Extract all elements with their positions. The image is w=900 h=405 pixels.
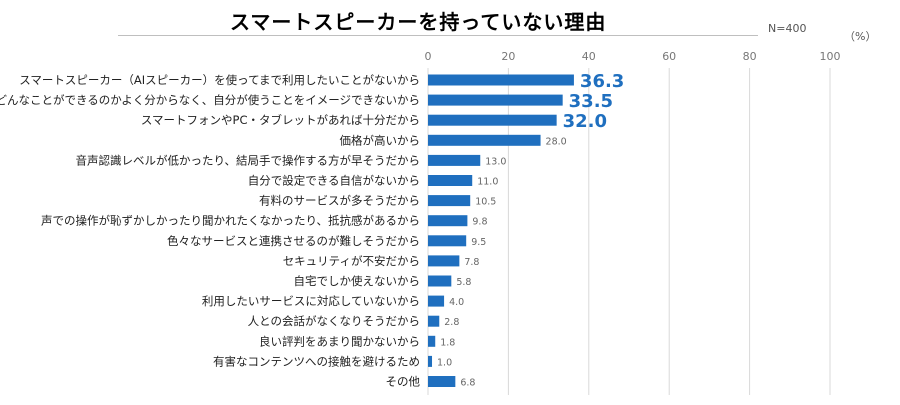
category-label: 有料のサービスが多そうだから	[259, 194, 420, 208]
bar	[428, 235, 467, 247]
bar	[428, 355, 433, 367]
bar	[428, 94, 563, 106]
value-label: 9.8	[472, 217, 487, 228]
category-label: スマートフォンやPC・タブレットがあれば十分だから	[141, 113, 420, 127]
bar	[428, 315, 440, 327]
value-label: 1.0	[437, 357, 452, 368]
category-label: 良い評判をあまり聞かないから	[259, 334, 420, 348]
value-label: 33.5	[569, 91, 613, 112]
value-labels: 36.333.532.0 28.0 13.0 11.0 10.5 9.8 9.5 7.8 5.8…	[437, 71, 624, 389]
sample-size-note: N=400	[768, 22, 807, 35]
chart-title: スマートスピーカーを持っていない理由	[230, 10, 607, 34]
category-labels: スマートスピーカー（AIスピーカー）を使ってまで利用したいことがないからどんなこ…	[0, 73, 420, 389]
x-tick-label: 60	[662, 50, 676, 63]
bar	[428, 195, 471, 207]
bar	[428, 376, 456, 387]
category-label: セキュリティが不安だから	[283, 254, 420, 268]
bar	[428, 255, 460, 267]
category-label: 自分で設定できる自信がないから	[248, 174, 420, 188]
value-label: 36.3	[580, 71, 624, 92]
value-label: 5.8	[456, 277, 471, 288]
value-label: 13.0	[485, 156, 506, 167]
category-label: その他	[386, 375, 421, 389]
bar	[428, 275, 452, 287]
value-label: 9.5	[471, 237, 486, 248]
category-label: 自宅でしか使えないから	[294, 274, 421, 288]
value-label: 7.8	[464, 257, 479, 268]
category-label: 有害なコンテンツへの接触を避けるため	[213, 354, 420, 368]
category-label: どんなことができるのかよく分からなく、自分が使うことをイメージできないから	[0, 93, 420, 107]
value-label: 32.0	[563, 111, 607, 132]
bar	[428, 335, 436, 347]
bar	[428, 175, 473, 186]
unit-label: （%）	[844, 30, 877, 43]
category-label: 利用したいサービスに対応していないから	[202, 294, 420, 308]
bar	[428, 215, 468, 227]
bar	[428, 154, 481, 166]
value-label: 10.5	[475, 197, 496, 208]
bar	[428, 114, 557, 126]
category-label: 声での操作が恥ずかしかったり聞かれたくなかったり、抵抗感があるから	[41, 214, 420, 228]
bar	[428, 134, 541, 146]
gridlines	[427, 68, 831, 395]
category-label: 色々なサービスと連携させるのが難しそうだから	[167, 234, 420, 248]
category-label: スマートスピーカー（AIスピーカー）を使ってまで利用したいことがないから	[19, 73, 420, 87]
x-tick-label: 40	[582, 50, 596, 63]
x-tick-label: 80	[743, 50, 757, 63]
category-label: 音声認識レベルが低かったり、結局手で操作する方が早そうだから	[75, 153, 420, 167]
value-label: 1.8	[440, 337, 455, 348]
x-tick-label: 20	[501, 50, 515, 63]
title-underline	[118, 35, 758, 36]
value-label: 2.8	[444, 317, 459, 328]
value-label: 11.0	[477, 177, 498, 188]
value-label: 28.0	[546, 136, 567, 147]
bar	[428, 74, 574, 86]
bars	[428, 74, 574, 387]
category-label: 人との会話がなくなりそうだから	[248, 314, 420, 328]
bar	[428, 295, 445, 307]
category-label: 価格が高いから	[340, 133, 421, 147]
value-label: 4.0	[449, 297, 464, 308]
x-tick-label: 100	[820, 50, 841, 63]
x-tick-labels: 0 20 40 60 80 100	[425, 50, 841, 63]
x-tick-label: 0	[425, 50, 432, 63]
value-label: 6.8	[460, 378, 475, 389]
